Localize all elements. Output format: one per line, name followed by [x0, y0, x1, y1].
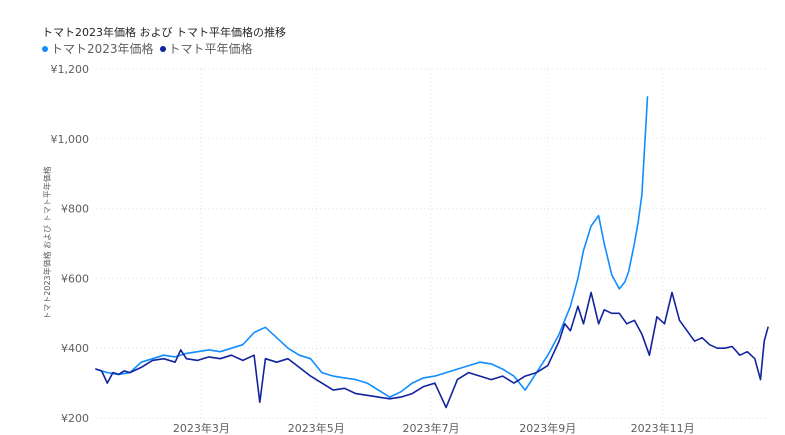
y-tick-label: ¥1,000: [51, 133, 90, 146]
series-lines: [95, 96, 769, 409]
legend-dot-2023: [42, 45, 48, 52]
x-tick-label: 2023年9月: [519, 421, 576, 435]
y-tick-label: ¥800: [61, 203, 89, 216]
x-axis: 2023年3月 2023年5月 2023年7月 2023年9月 2023年11月: [173, 421, 695, 435]
gridlines: [96, 68, 768, 419]
y-axis: ¥200 ¥400 ¥600 ¥800 ¥1,000 ¥1,200: [51, 63, 90, 425]
legend: トマト2023年価格 トマト平年価格: [42, 40, 253, 57]
x-tick-label: 2023年7月: [403, 421, 460, 435]
series-line-2023[interactable]: [95, 96, 649, 398]
x-tick-label: 2023年5月: [288, 421, 345, 435]
chart-title: トマト2023年価格 および トマト平年価格の推移: [42, 26, 286, 39]
y-tick-label: ¥400: [61, 342, 89, 355]
legend-item-2023[interactable]: トマト2023年価格: [42, 40, 154, 57]
legend-label-average: トマト平年価格: [168, 42, 253, 56]
series-line-average[interactable]: [95, 291, 769, 409]
x-tick-label: 2023年3月: [173, 421, 230, 435]
y-tick-label: ¥600: [61, 272, 89, 285]
y-tick-label: ¥1,200: [51, 63, 90, 76]
y-tick-label: ¥200: [61, 412, 89, 425]
legend-item-average[interactable]: トマト平年価格: [159, 40, 253, 57]
legend-label-2023: トマト2023年価格: [51, 42, 154, 56]
y-axis-title: トマト2023年価格 および トマト平年価格: [42, 166, 52, 319]
legend-dot-average: [159, 45, 166, 52]
x-tick-label: 2023年11月: [631, 421, 695, 435]
